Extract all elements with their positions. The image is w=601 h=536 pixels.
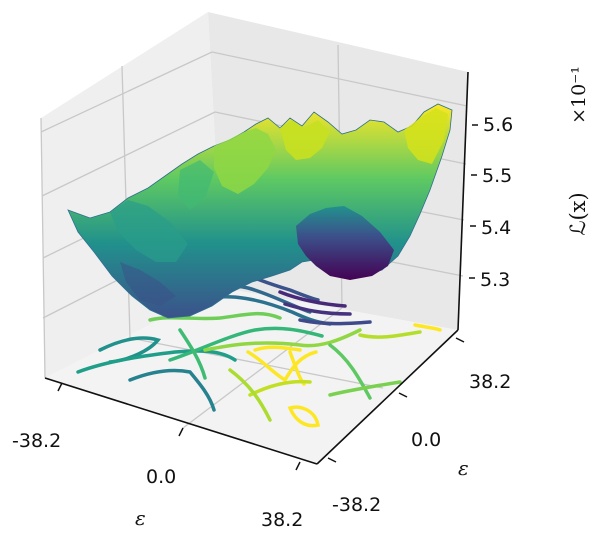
loss-surface (67, 103, 453, 319)
y-tick-mid: 0.0 (411, 429, 441, 451)
z-tick-5.5: 5.5 (482, 165, 512, 187)
y-axis-label: ε (458, 456, 469, 480)
x-tick-mid: 0.0 (146, 466, 176, 488)
y-tick-min: -38.2 (332, 494, 381, 516)
z-axis-label: ℒ(x) (566, 192, 590, 235)
x-axis-label: ε (135, 506, 146, 530)
x-tick-max: 38.2 (261, 509, 303, 531)
z-tick-5.3: 5.3 (480, 269, 510, 291)
z-tick-5.4: 5.4 (481, 217, 511, 239)
y-tick-max: 38.2 (469, 371, 511, 393)
axis-lines (44, 71, 469, 465)
tick-marks (57, 124, 478, 471)
z-axis-scale: ×10⁻¹ (568, 66, 590, 124)
x-tick-min: -38.2 (12, 430, 61, 452)
z-tick-5.6: 5.6 (483, 114, 513, 136)
